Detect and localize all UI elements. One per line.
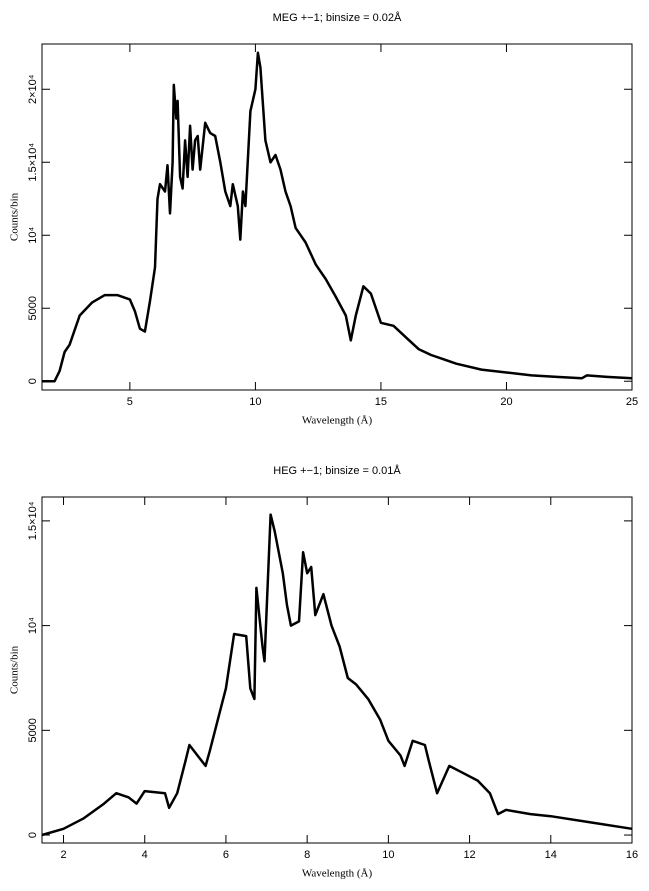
x-tick-label: 16 — [626, 849, 638, 861]
x-tick-label: 5 — [127, 396, 133, 408]
x-tick-label: 25 — [626, 396, 638, 408]
y-axis-label: Counts/bin — [9, 192, 21, 241]
y-tick-label: 1.5×10⁴ — [27, 501, 39, 540]
chart-title: MEG +−1; binsize = 0.02Å — [273, 11, 402, 24]
y-axis-label: Counts/bin — [9, 645, 21, 694]
x-tick-label: 15 — [375, 396, 387, 408]
x-axis-label: Wavelength (Å) — [302, 868, 373, 880]
y-tick-label: 0 — [27, 832, 39, 838]
x-tick-label: 4 — [142, 849, 148, 861]
y-tick-label: 0 — [27, 378, 39, 384]
y-tick-label: 10⁴ — [27, 617, 39, 634]
y-tick-label: 10⁴ — [27, 226, 39, 243]
y-tick-label: 2×10⁴ — [27, 74, 39, 104]
x-tick-label: 14 — [545, 849, 557, 861]
plot-frame — [41, 496, 633, 844]
spectrum-line — [42, 51, 633, 383]
y-tick-label: 5000 — [27, 296, 39, 320]
x-tick-label: 10 — [249, 396, 261, 408]
chart-title: HEG +−1; binsize = 0.01Å — [273, 464, 401, 477]
x-tick-label: 6 — [223, 849, 229, 861]
y-tick-label: 1.5×10⁴ — [27, 143, 39, 182]
plot-frame — [41, 43, 633, 391]
x-axis-label: Wavelength (Å) — [302, 415, 373, 427]
y-tick-label: 5000 — [27, 718, 39, 742]
x-tick-label: 20 — [500, 396, 512, 408]
x-tick-label: 2 — [60, 849, 66, 861]
x-tick-label: 10 — [382, 849, 394, 861]
x-tick-label: 12 — [463, 849, 475, 861]
spectrum-line — [41, 513, 633, 837]
x-tick-label: 8 — [304, 849, 310, 861]
